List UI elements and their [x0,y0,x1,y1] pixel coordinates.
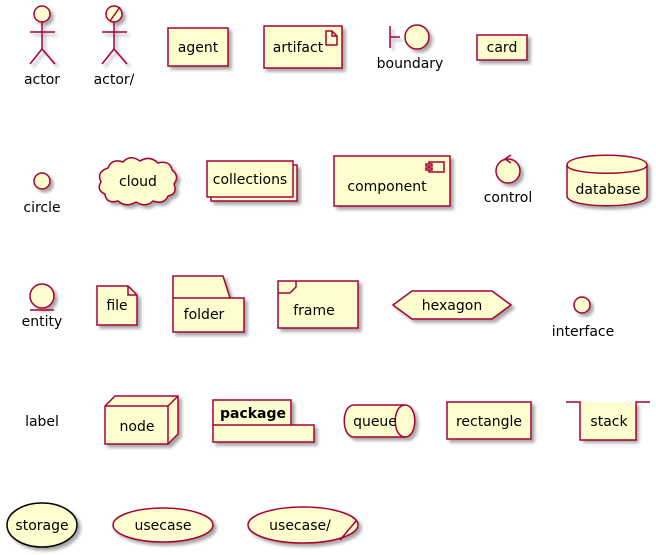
control-label: control [484,190,533,206]
boundary-label: boundary [377,56,444,72]
stack-outline [566,401,650,441]
storage-label: storage [15,518,68,534]
entity-label: entity [22,314,63,330]
folder-element[interactable]: folder [172,275,245,333]
component-element[interactable]: component [333,155,451,207]
database-rim [566,164,648,174]
cloud-element[interactable]: cloud [98,157,178,206]
database-cylinder [566,154,648,207]
queue-element[interactable]: queue [343,404,416,438]
frame-element[interactable]: frame [277,280,359,329]
control-arrow-icon [504,154,512,164]
entity-icon [29,283,55,309]
queue-label: queue [353,414,397,430]
business-usecase-label: usecase/ [269,518,331,534]
usecase-ellipse [112,507,214,543]
folder-label: folder [184,307,225,323]
label-text: label [25,414,59,430]
collections-front-box [206,160,294,198]
package-shape [212,399,315,443]
business-actor-label: actor/ [94,72,135,88]
agent-element[interactable]: agent [167,27,229,67]
control-element[interactable]: control [484,154,533,206]
queue-rim [394,404,406,438]
storage-element[interactable]: storage [6,502,78,548]
hexagon-shape [391,290,513,320]
boundary-icon [389,24,430,50]
card-element[interactable]: card [476,34,528,61]
usecase-element[interactable]: usecase [112,507,214,543]
business-usecase-ellipse [247,506,359,544]
collections-element[interactable]: collections [206,160,298,202]
artifact-label: artifact [273,40,324,56]
stack-label: stack [590,414,628,430]
agent-label: agent [178,40,219,56]
folder-shape [172,275,245,333]
database-label: database [576,182,641,198]
entity-element[interactable]: entity [22,283,63,330]
business-actor-element[interactable]: actor/ [94,5,135,88]
actor-icon [29,5,56,65]
node-edges [105,395,179,444]
business-actor-icon [101,5,128,65]
component-icon [425,161,445,173]
actor-element[interactable]: actor [24,5,60,88]
frame-tab [278,281,297,294]
stack-element[interactable]: stack [566,401,650,441]
agent-box [167,27,229,67]
rectangle-label: rectangle [456,414,522,430]
cloud-shape [98,157,178,206]
boundary-element[interactable]: boundary [377,24,444,72]
interface-label: interface [552,324,614,340]
circle-label: circle [23,200,60,216]
node-label: node [120,419,155,435]
interface-element[interactable]: interface [552,296,614,340]
frame-box [277,280,359,329]
node-box [104,395,179,445]
artifact-page-icon [325,30,338,46]
hexagon-label: hexagon [422,298,482,314]
rectangle-box [446,401,532,440]
label-element[interactable]: label [25,414,59,430]
stack-fill [580,402,636,440]
collections-label: collections [213,172,287,188]
hexagon-element[interactable]: hexagon [391,290,513,320]
rectangle-element[interactable]: rectangle [446,401,532,440]
usecase-label: usecase [135,518,192,534]
card-box [476,34,528,61]
file-page [96,285,138,326]
file-label: file [106,298,127,314]
node-element[interactable]: node [104,395,179,445]
package-label: package [220,406,286,422]
interface-icon [573,296,591,314]
package-element[interactable]: package [212,399,315,443]
storage-ellipse [6,502,78,548]
control-icon [495,158,521,184]
component-label: component [347,179,427,195]
file-folded-corner [127,286,137,296]
file-element[interactable]: file [96,285,138,326]
frame-label: frame [293,303,335,319]
business-usecase-element[interactable]: usecase/ [247,506,359,544]
artifact-box [263,25,343,69]
actor-label: actor [24,72,60,88]
circle-element[interactable]: circle [23,172,61,216]
database-element[interactable]: database [566,154,648,207]
circle-icon [33,172,51,190]
artifact-element[interactable]: artifact [263,25,343,69]
business-usecase-slash [339,520,357,541]
card-label: card [487,40,518,56]
cloud-label: cloud [119,174,157,190]
